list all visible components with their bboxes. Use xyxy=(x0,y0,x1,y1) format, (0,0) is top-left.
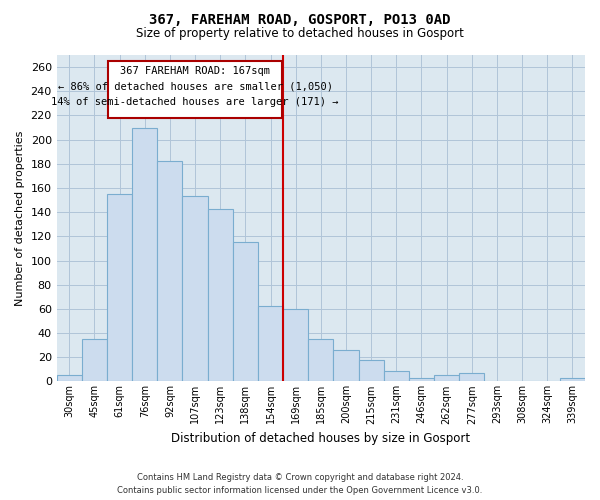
Bar xyxy=(208,208,233,382)
Bar xyxy=(434,376,459,382)
Bar xyxy=(132,128,157,382)
Bar xyxy=(560,378,585,382)
Bar xyxy=(283,309,308,382)
Bar xyxy=(182,196,208,382)
Bar xyxy=(258,306,283,382)
Bar xyxy=(359,360,384,382)
Text: 14% of semi-detached houses are larger (171) →: 14% of semi-detached houses are larger (… xyxy=(51,98,339,108)
Y-axis label: Number of detached properties: Number of detached properties xyxy=(15,130,25,306)
Bar xyxy=(107,194,132,382)
Bar xyxy=(82,339,107,382)
Text: ← 86% of detached houses are smaller (1,050): ← 86% of detached houses are smaller (1,… xyxy=(58,82,332,92)
Bar xyxy=(308,339,334,382)
Bar xyxy=(334,350,359,382)
Text: 367, FAREHAM ROAD, GOSPORT, PO13 0AD: 367, FAREHAM ROAD, GOSPORT, PO13 0AD xyxy=(149,12,451,26)
Text: 367 FAREHAM ROAD: 167sqm: 367 FAREHAM ROAD: 167sqm xyxy=(120,66,270,76)
Bar xyxy=(384,370,409,382)
FancyBboxPatch shape xyxy=(108,61,282,118)
X-axis label: Distribution of detached houses by size in Gosport: Distribution of detached houses by size … xyxy=(171,432,470,445)
Bar xyxy=(157,162,182,382)
Text: Size of property relative to detached houses in Gosport: Size of property relative to detached ho… xyxy=(136,28,464,40)
Bar xyxy=(233,242,258,382)
Bar xyxy=(409,378,434,382)
Bar xyxy=(56,376,82,382)
Bar xyxy=(459,373,484,382)
Text: Contains HM Land Registry data © Crown copyright and database right 2024.
Contai: Contains HM Land Registry data © Crown c… xyxy=(118,474,482,495)
